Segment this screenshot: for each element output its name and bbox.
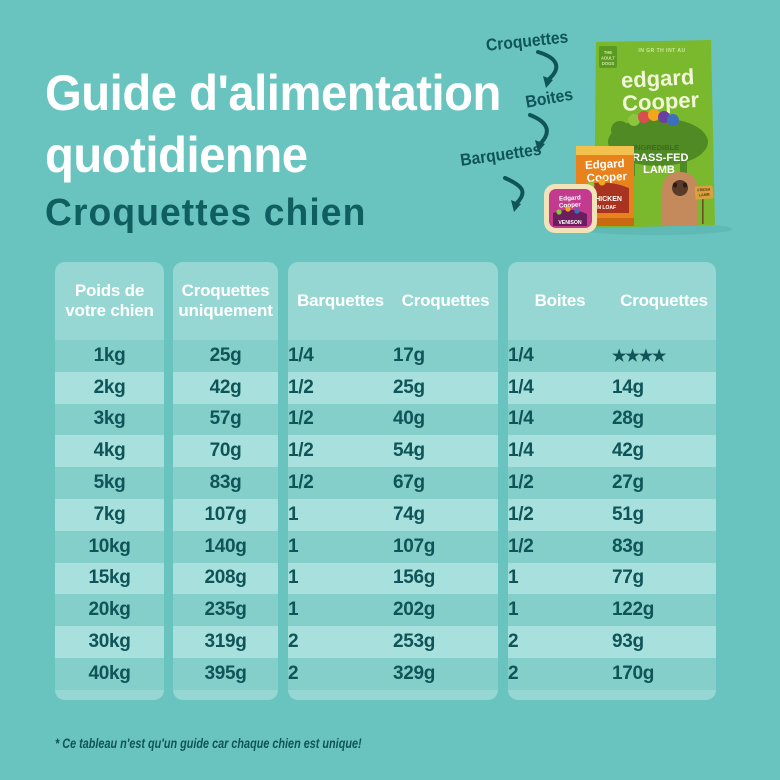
svg-text:IN GR TH INT AU: IN GR TH INT AU <box>638 48 685 54</box>
svg-text:DOGS: DOGS <box>602 61 615 66</box>
svg-text:LAMB: LAMB <box>699 193 710 198</box>
svg-text:Cooper: Cooper <box>622 87 701 116</box>
svg-text:VENISON: VENISON <box>558 220 582 226</box>
svg-text:Edgard: Edgard <box>585 158 625 172</box>
svg-text:ADULT: ADULT <box>601 56 615 61</box>
svg-text:IN LOAF: IN LOAF <box>596 205 616 211</box>
svg-text:INGREDIBLE: INGREDIBLE <box>633 143 679 152</box>
svg-text:THE: THE <box>604 50 613 55</box>
